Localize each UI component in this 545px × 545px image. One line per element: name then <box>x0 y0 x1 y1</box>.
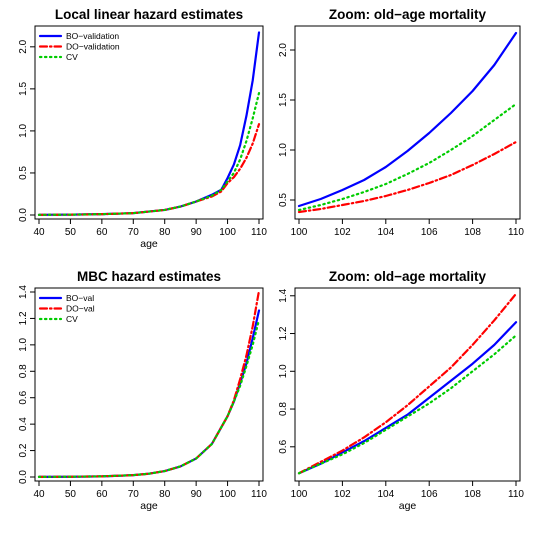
x-axis-label: age <box>399 500 417 512</box>
x-tick-label: 50 <box>65 489 77 500</box>
y-tick-label: 0.2 <box>18 443 29 457</box>
y-tick-label: 1.5 <box>18 81 29 95</box>
x-tick-label: 40 <box>33 227 45 238</box>
x-tick-label: 70 <box>128 489 140 500</box>
chart-panel-3: MBC hazard estimates 40 50 60 70 80 90 100 110 0.… <box>18 269 267 512</box>
x-tick-label: 102 <box>334 489 351 500</box>
x-tick-label: 60 <box>96 489 108 500</box>
y-tick-label: 0.5 <box>278 193 289 207</box>
series-line-2 <box>297 292 518 475</box>
y-tick-label: 0.0 <box>18 470 29 484</box>
x-tick-label: 90 <box>191 489 203 500</box>
y-tick-label: 1.0 <box>278 143 289 157</box>
x-tick-label: 110 <box>508 489 524 500</box>
chart-title: Zoom: old−age mortality <box>329 269 487 284</box>
x-tick-label: 100 <box>291 489 308 500</box>
x-tick-label: 104 <box>377 489 394 500</box>
x-tick-label: 108 <box>464 489 481 500</box>
x-tick-label: 60 <box>96 227 108 238</box>
legend-label: CV <box>66 52 78 62</box>
x-tick-label: 70 <box>128 227 140 238</box>
plot-frame <box>34 25 264 220</box>
y-tick-label: 0.4 <box>18 417 29 431</box>
plot-frame <box>294 25 521 220</box>
y-tick-label: 1.2 <box>18 311 29 325</box>
chart-panel-2: Zoom: old−age mortality 100 102 104 106 108 11… <box>278 7 524 238</box>
x-tick-label: 106 <box>421 489 438 500</box>
chart-panel-4: Zoom: old−age mortality 100 102 104 106 108 11… <box>278 269 524 512</box>
x-tick-label: 108 <box>464 227 481 238</box>
x-tick-label: 110 <box>251 227 267 238</box>
x-tick-label: 106 <box>421 227 438 238</box>
y-tick-label: 0.6 <box>18 390 29 404</box>
chart-title: Local linear hazard estimates <box>55 7 243 22</box>
y-tick-label: 1.4 <box>18 285 29 299</box>
legend-label: DO−validation <box>66 42 120 52</box>
x-tick-label: 40 <box>33 489 45 500</box>
x-tick-label: 100 <box>219 489 236 500</box>
y-tick-label: 2.0 <box>278 43 289 57</box>
series-line-3 <box>37 318 261 478</box>
y-tick-label: 2.0 <box>18 39 29 53</box>
x-tick-label: 104 <box>377 227 394 238</box>
series-line-3 <box>297 334 518 475</box>
x-tick-label: 80 <box>159 227 171 238</box>
x-tick-label: 110 <box>251 489 267 500</box>
y-tick-label: 0.8 <box>278 402 289 416</box>
series-line-1 <box>297 31 518 208</box>
y-tick-label: 1.4 <box>278 288 289 302</box>
x-tick-label: 110 <box>508 227 524 238</box>
chart-title: Zoom: old−age mortality <box>329 7 487 22</box>
x-tick-label: 102 <box>334 227 351 238</box>
y-tick-label: 0.0 <box>18 208 29 222</box>
y-tick-label: 1.2 <box>278 326 289 340</box>
legend-label: DO−val <box>66 304 95 314</box>
plot-frame <box>34 287 264 482</box>
legend-label: BO−val <box>66 293 94 303</box>
plot-frame <box>294 287 521 482</box>
series-line-2 <box>297 140 518 214</box>
series-line-3 <box>297 102 518 212</box>
chart-panel-1: Local linear hazard estimates 40 50 60 70 80 9… <box>18 7 267 250</box>
y-tick-label: 0.6 <box>278 439 289 453</box>
x-axis-label: age <box>140 500 158 512</box>
x-tick-label: 100 <box>219 227 236 238</box>
y-tick-label: 1.5 <box>278 93 289 107</box>
chart-title: MBC hazard estimates <box>77 269 221 284</box>
series-line-1 <box>297 321 518 475</box>
x-tick-label: 80 <box>159 489 171 500</box>
x-tick-label: 50 <box>65 227 77 238</box>
x-tick-label: 90 <box>191 227 203 238</box>
y-tick-label: 1.0 <box>18 337 29 351</box>
x-tick-label: 100 <box>291 227 308 238</box>
series-line-3 <box>37 91 261 216</box>
y-tick-label: 1.0 <box>18 124 29 138</box>
x-axis-label: age <box>140 238 158 250</box>
y-tick-label: 1.0 <box>278 364 289 378</box>
legend-label: BO−validation <box>66 31 119 41</box>
series-line-2 <box>37 123 261 216</box>
legend-label: CV <box>66 314 78 324</box>
y-tick-label: 0.8 <box>18 364 29 378</box>
series-line-1 <box>37 309 261 478</box>
y-tick-label: 0.5 <box>18 166 29 180</box>
